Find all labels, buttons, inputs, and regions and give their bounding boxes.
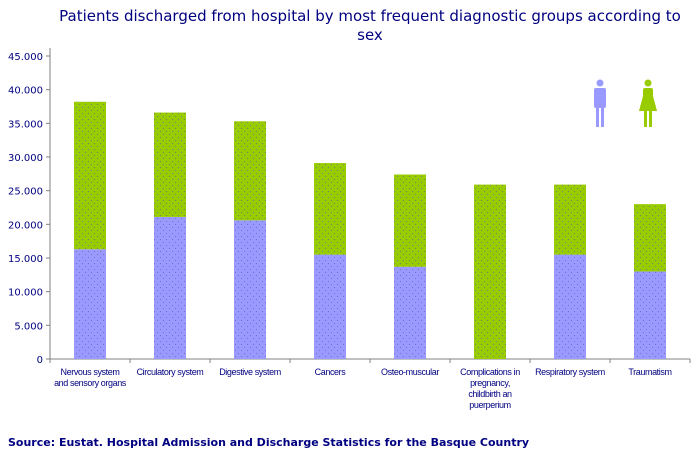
bar-segment-female-texture [314, 163, 346, 255]
y-tick-label: 20.000 [8, 220, 43, 231]
x-category-label-line: Respiratory system [535, 367, 605, 377]
x-category-label-line: Osteo-muscular [381, 367, 439, 377]
y-tick-label: 10.000 [8, 288, 43, 299]
bar-segment-female-texture [154, 112, 186, 217]
x-category-label-line: Digestive system [219, 367, 281, 377]
y-tick-label: 45.000 [8, 52, 43, 63]
x-category-label: Cancers [315, 367, 347, 377]
bar-segment-female-texture [74, 101, 106, 250]
bar-segment-male-texture [234, 220, 266, 359]
x-category-label: Respiratory system [535, 367, 605, 377]
x-category-label: Nervous system and sensory organs [54, 367, 127, 388]
y-tick-label: 0 [37, 355, 43, 366]
male-icon [594, 79, 606, 127]
x-category-label: Digestive system [219, 367, 281, 377]
x-category-label-line: Traumatism [628, 367, 671, 377]
x-category-label-line: Circulatory system [137, 367, 204, 377]
bar-segment-male-texture [154, 216, 186, 359]
bar-segment-female-texture [474, 184, 506, 359]
x-category-label: Complications in pregnancy, childbirth an p… [460, 367, 520, 410]
y-tick-label: 15.000 [8, 254, 43, 265]
x-category-label-line: Cancers [315, 367, 347, 377]
bar-segment-female-texture [394, 174, 426, 267]
bar-segment-female-texture [554, 184, 586, 255]
x-category-label-line: Nervous system [61, 367, 120, 377]
source-note: Source: Eustat. Hospital Admission and D… [8, 436, 530, 449]
y-tick-label: 35.000 [8, 119, 43, 130]
bar-segment-female-texture [634, 204, 666, 272]
bar-segment-male-texture [554, 254, 586, 359]
chart: 0 5.000 10.000 15.000 20.000 25.000 30.000 35.0… [8, 48, 691, 410]
bar-segment-male-texture [314, 254, 346, 359]
x-category-label-line: Complications in [460, 367, 520, 377]
female-icon [639, 79, 657, 127]
y-tick-label: 30.000 [8, 153, 43, 164]
chart-title: Patients discharged from hospital by mos… [59, 7, 681, 44]
y-tick-label: 40.000 [8, 86, 43, 97]
y-tick-label: 5.000 [14, 321, 43, 332]
x-category-label-line: childbirth an [468, 389, 512, 399]
x-category-label-line: and sensory organs [54, 378, 127, 388]
x-category-label-line: pregnancy, [470, 378, 510, 388]
x-category-label-line: puerperium [469, 400, 511, 410]
bar-segment-male-texture [394, 266, 426, 359]
bar-segment-male-texture [74, 249, 106, 359]
x-category-label: Circulatory system [137, 367, 204, 377]
x-category-label: Osteo-muscular [381, 367, 439, 377]
y-tick-label: 25.000 [8, 187, 43, 198]
x-category-label: Traumatism [628, 367, 671, 377]
bar-segment-female-texture [234, 121, 266, 221]
bar-segment-male-texture [634, 271, 666, 359]
